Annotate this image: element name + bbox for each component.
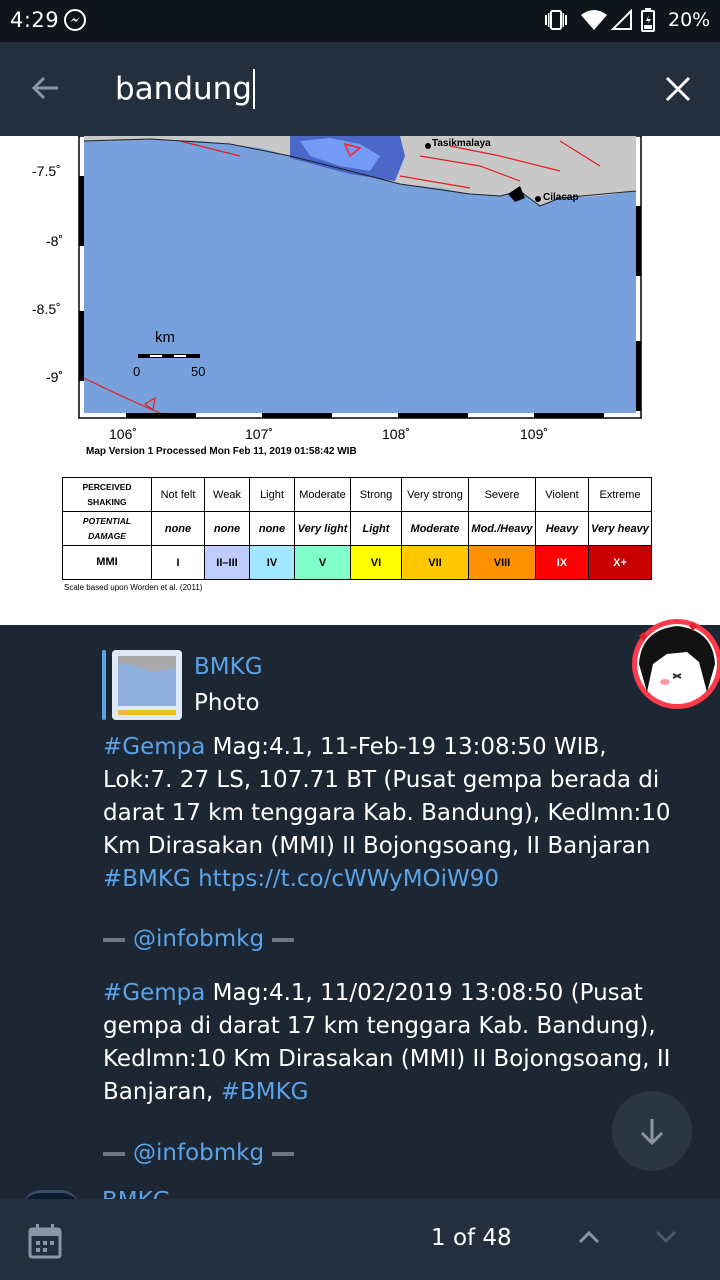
- damage-cell: Very light: [294, 511, 351, 546]
- shaking-cell: Very strong: [401, 477, 469, 512]
- shaking-cell: Not felt: [151, 477, 205, 512]
- shaking-header: PERCEIVED SHAKING: [62, 477, 152, 512]
- mmi-cell: II–III: [204, 545, 250, 580]
- status-time: 4:29: [10, 8, 60, 32]
- search-header: bandung: [0, 42, 720, 136]
- damage-cell: none: [249, 511, 295, 546]
- lat-tick: -9˚: [46, 369, 64, 385]
- lat-tick: -7.5˚: [32, 163, 61, 179]
- wifi-icon: [581, 10, 607, 30]
- damage-header: POTENTIAL DAMAGE: [62, 511, 152, 546]
- shaking-cell: Weak: [204, 477, 250, 512]
- mmi-cell: X+: [588, 545, 652, 580]
- shaking-cell: Violent: [535, 477, 589, 512]
- map-version: Map Version 1 Processed Mon Feb 11, 2019…: [86, 446, 357, 457]
- damage-cell: Heavy: [535, 511, 589, 546]
- scale-unit: km: [155, 329, 175, 346]
- scale-zero: 0: [133, 364, 141, 379]
- url-link[interactable]: https://t.co/cWWyMOiW90: [190, 866, 500, 892]
- lat-tick: -8˚: [46, 233, 64, 249]
- mmi-cell: IV: [249, 545, 295, 580]
- damage-row: POTENTIAL DAMAGE none none none Very ligh…: [62, 511, 652, 546]
- messenger-icon: [64, 9, 86, 31]
- message-text: #Gempa Mag:4.1, 11-Feb-19 13:08:50 WIB, …: [103, 734, 671, 892]
- battery-icon: [641, 8, 655, 32]
- user-avatar[interactable]: [627, 612, 720, 718]
- scale-fifty: 50: [191, 364, 206, 379]
- damage-cell: none: [204, 511, 250, 546]
- mmi-row: MMI I II–III IV V VI VII VIII IX X+: [62, 545, 652, 580]
- message-text: #Gempa Mag:4.1, 11/02/2019 13:08:50 (Pus…: [103, 980, 671, 1105]
- mmi-cell: I: [151, 545, 205, 580]
- shaking-row: PERCEIVED SHAKING Not felt Weak Light Mod…: [62, 477, 652, 512]
- mmi-cell: VI: [350, 545, 402, 580]
- lon-tick: 109˚: [520, 426, 549, 442]
- search-input[interactable]: bandung: [115, 69, 255, 109]
- arrow-down-icon: [640, 1119, 664, 1146]
- hashtag-link[interactable]: #BMKG: [103, 866, 191, 892]
- back-arrow-icon[interactable]: [30, 72, 62, 104]
- reply-author: BMKG: [194, 654, 263, 680]
- vibrate-icon: [545, 10, 567, 30]
- calendar-icon[interactable]: [28, 1223, 62, 1259]
- chevron-down-icon[interactable]: [655, 1229, 677, 1245]
- hashtag-link[interactable]: #Gempa: [103, 734, 206, 760]
- place-label: Cilacap: [543, 192, 579, 203]
- shaking-cell: Strong: [350, 477, 402, 512]
- shaking-cell: Moderate: [294, 477, 351, 512]
- shakemap-photo[interactable]: -7.5˚ -8˚ -8.5˚ -9˚ 106˚ 107˚ 108˚ 109˚ …: [0, 136, 720, 625]
- shakemap-image: [78, 136, 642, 419]
- lat-tick: -8.5˚: [32, 301, 61, 317]
- lon-tick: 106˚: [109, 426, 138, 442]
- mmi-header: MMI: [62, 545, 152, 580]
- mmi-cell: IX: [535, 545, 589, 580]
- damage-cell: Light: [350, 511, 402, 546]
- shaking-cell: Light: [249, 477, 295, 512]
- channel-signature[interactable]: @infobmkg: [103, 1140, 295, 1166]
- damage-cell: none: [151, 511, 205, 546]
- scroll-down-button[interactable]: [612, 1091, 692, 1171]
- place-label: Tasikmalaya: [432, 138, 491, 149]
- close-icon[interactable]: [663, 74, 693, 104]
- scale-note: Scale based upon Worden et al. (2011): [64, 583, 203, 592]
- next-message-author: BMKG: [102, 1188, 171, 1201]
- reply-accent-bar: [102, 650, 106, 720]
- mmi-cell: V: [294, 545, 351, 580]
- mmi-table: PERCEIVED SHAKING Not felt Weak Light Mod…: [62, 477, 652, 580]
- signal-icon: [611, 9, 632, 30]
- status-bar: 4:29 20%: [0, 0, 720, 42]
- damage-cell: Mod./Heavy: [468, 511, 536, 546]
- hashtag-link[interactable]: #Gempa: [103, 980, 206, 1006]
- mmi-cell: VIII: [468, 545, 536, 580]
- mmi-cell: VII: [401, 545, 469, 580]
- reply-thumbnail[interactable]: [112, 650, 182, 720]
- lon-tick: 108˚: [382, 426, 411, 442]
- search-navigation-bar: 1 of 48: [0, 1199, 720, 1280]
- reply-subtitle: Photo: [194, 690, 260, 716]
- channel-signature[interactable]: @infobmkg: [103, 926, 295, 952]
- damage-cell: Very heavy: [588, 511, 652, 546]
- damage-cell: Moderate: [401, 511, 469, 546]
- lon-tick: 107˚: [245, 426, 274, 442]
- chevron-up-icon[interactable]: [578, 1229, 600, 1245]
- shaking-cell: Severe: [468, 477, 536, 512]
- shaking-cell: Extreme: [588, 477, 652, 512]
- result-counter: 1 of 48: [431, 1225, 512, 1251]
- hashtag-link[interactable]: #BMKG: [220, 1079, 309, 1105]
- battery-percent: 20%: [668, 9, 711, 31]
